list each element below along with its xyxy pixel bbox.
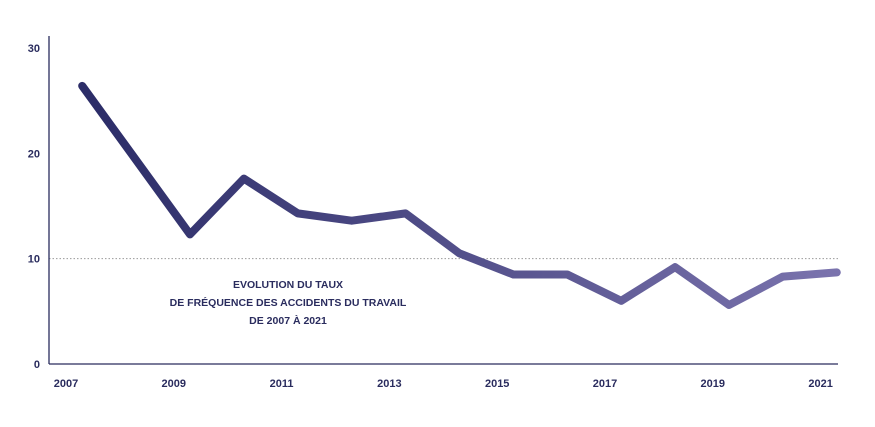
chart-title-line-1: EVOLUTION DU TAUX bbox=[233, 279, 343, 291]
x-tick-label: 2017 bbox=[593, 378, 617, 390]
x-tick-label: 2011 bbox=[270, 378, 294, 390]
chart-title-line-2: DE FRÉQUENCE DES ACCIDENTS DU TRAVAIL bbox=[170, 296, 407, 309]
x-tick-label: 2015 bbox=[485, 378, 509, 390]
y-tick-label: 20 bbox=[28, 148, 40, 160]
x-tick-label: 2009 bbox=[162, 378, 186, 390]
series-layer bbox=[78, 81, 841, 309]
chart-title-line-3: DE 2007 À 2021 bbox=[249, 314, 327, 327]
x-tick-label: 2007 bbox=[54, 378, 78, 390]
y-tick-label: 30 bbox=[28, 43, 40, 55]
series-line bbox=[78, 81, 841, 309]
y-tick-label: 0 bbox=[34, 359, 40, 371]
y-tick-label: 10 bbox=[28, 254, 40, 266]
x-tick-label: 2021 bbox=[808, 378, 832, 390]
x-tick-label: 2019 bbox=[701, 378, 725, 390]
x-tick-label: 2013 bbox=[377, 378, 401, 390]
tick-layer: 0 10 20 30 2007 2009 2011 2013 2015 2017 2019 2021 bbox=[28, 43, 833, 390]
axis-layer bbox=[48, 36, 838, 365]
